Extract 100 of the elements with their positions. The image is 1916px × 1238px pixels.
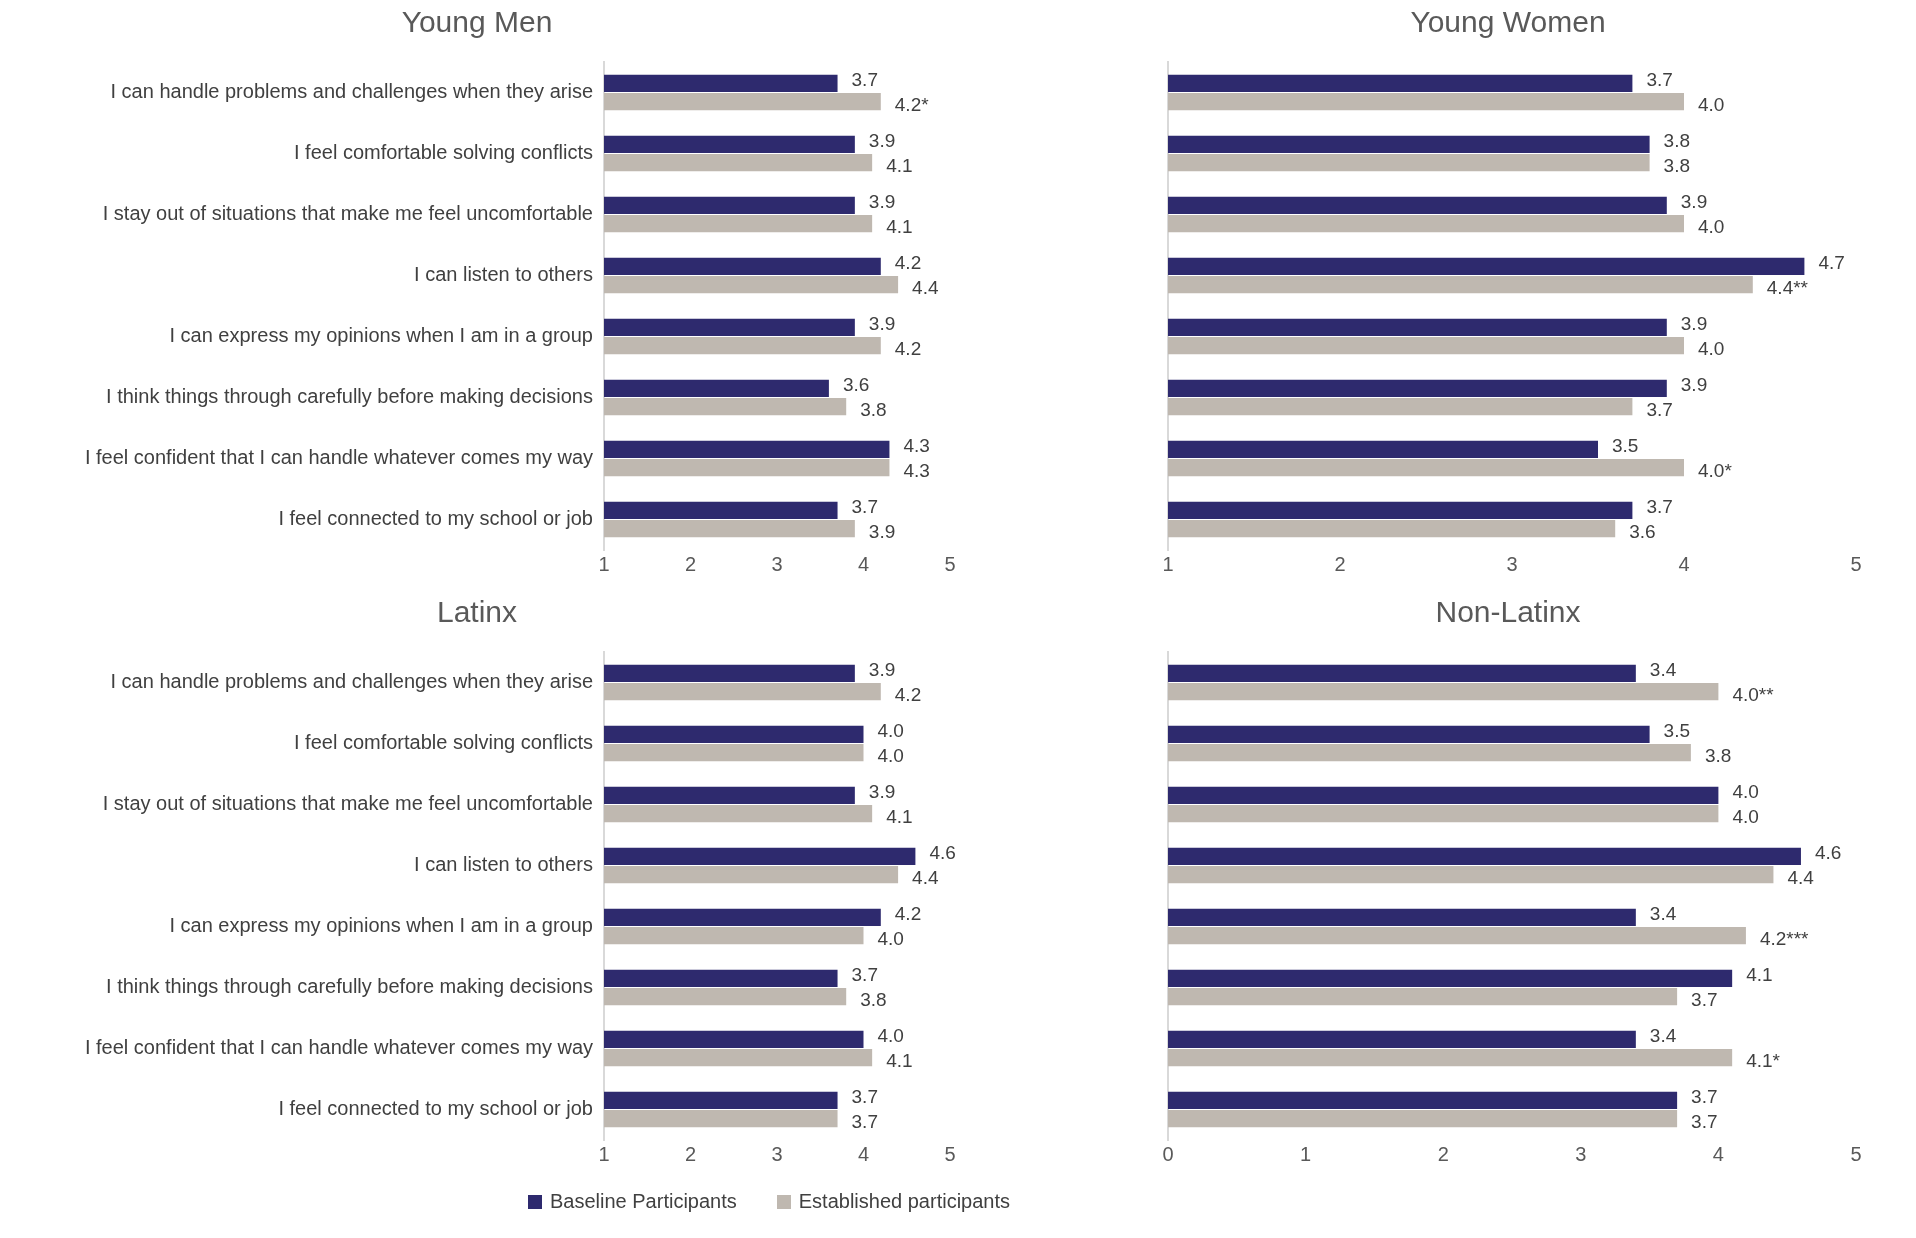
- y-tick-label: I feel confident that I can handle whatever comes my way: [84, 1036, 593, 1059]
- data-label: 4.4**: [1766, 276, 1809, 298]
- chart-title: Non-Latinx: [1435, 595, 1581, 629]
- data-label: 4.0: [1698, 93, 1725, 115]
- data-label: 3.9: [868, 520, 896, 542]
- x-tick-label: 2: [1334, 552, 1346, 575]
- y-tick-label: I can listen to others: [414, 263, 593, 286]
- x-tick-label: 5: [1850, 552, 1862, 575]
- data-label: 3.6: [1629, 520, 1656, 542]
- data-label: 3.7: [1646, 495, 1673, 517]
- data-label: 4.6: [1814, 841, 1842, 863]
- data-label: 3.8: [1704, 744, 1732, 766]
- data-label: 4.0: [1698, 215, 1725, 237]
- x-tick-label: 5: [944, 552, 956, 575]
- y-tick-label: I can express my opinions when I am in a group: [169, 324, 593, 347]
- x-tick-label: 1: [598, 1142, 610, 1165]
- data-label: 3.9: [1680, 312, 1708, 334]
- x-tick-label: 2: [684, 552, 697, 575]
- data-label: 4.2: [894, 251, 922, 273]
- bar: [1168, 987, 1678, 1006]
- x-tick-label: 2: [1437, 1142, 1449, 1165]
- data-label: 3.6: [842, 373, 870, 395]
- data-label: 4.0*: [1698, 459, 1733, 481]
- data-label: 4.0: [1732, 805, 1759, 827]
- chart-title: Latinx: [436, 595, 518, 629]
- y-tick-label: I feel connected to my school or job: [278, 1097, 593, 1120]
- data-label: 4.1: [886, 805, 913, 827]
- data-label: 3.5: [1663, 719, 1691, 741]
- x-tick-label: 3: [1575, 1142, 1587, 1165]
- bar: [1168, 725, 1650, 744]
- y-tick-label: I can handle problems and challenges when they arise: [110, 670, 593, 693]
- data-label: 3.9: [868, 129, 896, 151]
- data-label: 3.9: [868, 312, 896, 334]
- data-label: 4.1: [886, 1049, 913, 1071]
- x-tick-label: 1: [1162, 552, 1174, 575]
- bar: [1168, 1091, 1678, 1110]
- bar: [1168, 1030, 1636, 1049]
- data-label: 4.1: [886, 215, 913, 237]
- data-label: 3.8: [1663, 154, 1691, 176]
- bar: [1168, 969, 1733, 988]
- bar: [1168, 682, 1719, 701]
- bar: [1168, 1048, 1733, 1067]
- data-label: 3.9: [868, 190, 896, 212]
- data-label: 4.2*: [894, 93, 930, 115]
- y-tick-label: I feel comfortable solving conflicts: [293, 141, 593, 164]
- data-label: 3.8: [1663, 129, 1691, 151]
- data-label: 3.7: [1691, 988, 1718, 1010]
- x-tick-label: 5: [944, 1142, 956, 1165]
- data-label: 3.4: [1649, 1024, 1677, 1046]
- x-tick-label: 3: [771, 552, 783, 575]
- bar: [1168, 847, 1801, 866]
- y-tick-label: I feel comfortable solving conflicts: [293, 731, 593, 754]
- y-tick-label: I stay out of situations that make me feel uncomfortable: [102, 202, 593, 225]
- data-label: 4.2: [894, 902, 922, 924]
- data-label: 4.0**: [1732, 683, 1775, 705]
- data-label: 4.1: [1746, 963, 1773, 985]
- y-tick-label: I feel connected to my school or job: [278, 507, 593, 530]
- data-label: 4.2***: [1759, 927, 1810, 949]
- x-tick-label: 4: [857, 1142, 870, 1165]
- data-label: 3.8: [860, 398, 887, 420]
- data-label: 3.9: [868, 658, 896, 680]
- data-label: 4.4: [1787, 866, 1815, 888]
- data-label: 4.6: [929, 841, 956, 863]
- data-label: 3.7: [1646, 68, 1673, 90]
- data-label: 3.4: [1649, 902, 1677, 924]
- data-label: 4.1*: [1746, 1049, 1781, 1071]
- y-tick-label: I stay out of situations that make me feel uncomfortable: [102, 792, 593, 815]
- x-tick-label: 2: [684, 1142, 697, 1165]
- x-tick-label: 1: [1300, 1142, 1312, 1165]
- x-tick-label: 4: [857, 552, 870, 575]
- data-label: 4.2: [894, 337, 922, 359]
- bar: [1168, 786, 1719, 805]
- bar: [1168, 926, 1746, 945]
- data-label: 3.9: [1680, 373, 1708, 395]
- data-label: 4.4: [912, 866, 939, 888]
- x-tick-label: 4: [1712, 1142, 1724, 1165]
- bar: [1168, 865, 1774, 884]
- bar: [1168, 743, 1691, 762]
- legend-label: Baseline Participants: [549, 1190, 737, 1213]
- x-tick-label: 0: [1162, 1142, 1174, 1165]
- data-label: 4.0: [877, 1024, 904, 1046]
- data-label: 3.8: [860, 988, 887, 1010]
- legend-label: Established participants: [798, 1190, 1010, 1213]
- data-label: 3.7: [1646, 398, 1673, 420]
- data-label: 4.0: [877, 927, 904, 949]
- data-label: 3.7: [1691, 1085, 1718, 1107]
- x-tick-label: 1: [598, 552, 610, 575]
- data-label: 3.7: [851, 68, 878, 90]
- data-label: 3.7: [851, 963, 878, 985]
- data-label: 4.3: [903, 459, 930, 481]
- bar: [1168, 804, 1719, 823]
- data-label: 4.0: [877, 744, 904, 766]
- data-label: 3.7: [851, 1110, 878, 1132]
- data-label: 3.7: [1691, 1110, 1718, 1132]
- data-label: 4.3: [903, 434, 930, 456]
- data-label: 4.0: [1732, 780, 1759, 802]
- data-label: 3.7: [851, 495, 878, 517]
- data-label: 4.0: [877, 719, 904, 741]
- chart-title: Young Men: [401, 5, 553, 39]
- data-label: 4.0: [1698, 337, 1725, 359]
